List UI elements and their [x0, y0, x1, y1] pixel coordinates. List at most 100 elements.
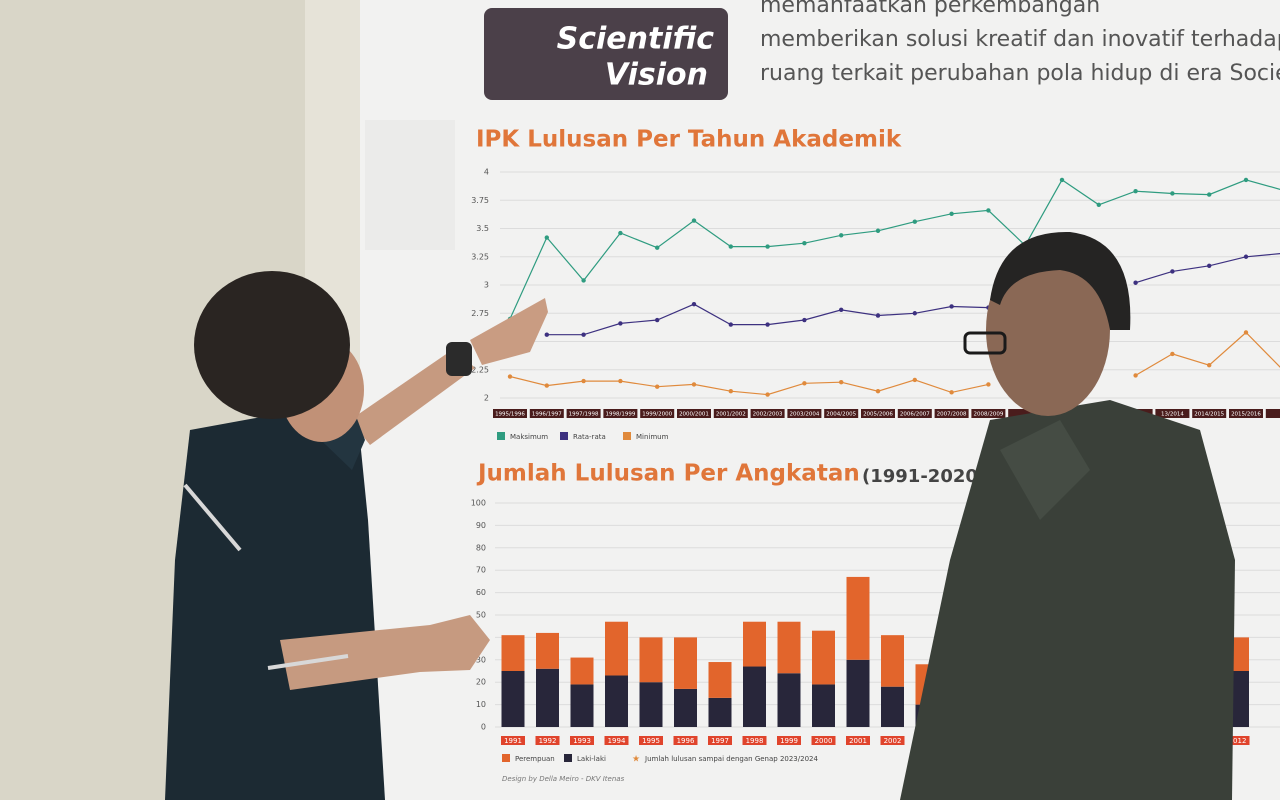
- charts: 22.252.52.7533.253.53.7541995/19961996/1…: [471, 168, 1280, 765]
- x-tick-label: 2005/2006: [863, 412, 893, 418]
- x-tick-box: [501, 736, 525, 745]
- x-tick-label: 2014/2015: [1194, 412, 1224, 418]
- bar-segment: [777, 621, 801, 674]
- x-tick-box: [1229, 409, 1263, 418]
- x-tick-label: 1997: [711, 737, 729, 745]
- bar-segment: [674, 637, 697, 689]
- bar-segment: [501, 671, 525, 727]
- x-tick-label: 2006/2007: [900, 412, 930, 418]
- forearm: [280, 615, 490, 690]
- credit: Design by Della Meiro - DKV Itenas: [502, 775, 625, 783]
- x-tick-label: 1994: [608, 737, 626, 745]
- y-tick-label: 3.75: [471, 196, 489, 205]
- x-tick-box: [673, 736, 698, 745]
- x-tick-label: 1995/1996: [495, 412, 525, 418]
- badge-text: Vision: [605, 58, 708, 93]
- x-tick-label: 2003/2004: [789, 412, 819, 418]
- data-point: [839, 379, 844, 385]
- data-point: [1243, 177, 1249, 183]
- legend-swatch: [502, 754, 510, 762]
- legend-star: ★: [632, 755, 640, 765]
- legend-swatch: [497, 432, 505, 440]
- data-point: [655, 317, 660, 323]
- data-point: [691, 218, 697, 223]
- arm: [350, 348, 475, 445]
- bar-segment: [605, 621, 628, 676]
- legend-label: Rata-rata: [573, 433, 606, 441]
- data-point: [839, 307, 844, 313]
- data-point: [949, 304, 954, 309]
- bar-segment: [501, 635, 525, 671]
- data-point: [986, 208, 991, 213]
- hand: [470, 298, 548, 365]
- x-tick-box: [861, 409, 895, 418]
- y-tick-label: 90: [476, 521, 486, 530]
- x-tick-label: 1992: [539, 737, 557, 745]
- x-tick-box: [742, 736, 767, 745]
- bar-segment: [708, 697, 732, 727]
- bar-segment: [812, 684, 835, 727]
- legend-swatch: [623, 432, 631, 440]
- data-point: [875, 313, 881, 318]
- data-point: [802, 381, 807, 386]
- y-tick-label: 3.5: [476, 224, 489, 233]
- x-tick-box: [811, 736, 836, 745]
- data-point: [986, 382, 991, 387]
- x-tick-box: [535, 736, 560, 745]
- bar-segment: [536, 632, 559, 669]
- bar-segment: [846, 576, 870, 660]
- x-tick-label: 1995: [642, 737, 660, 745]
- x-tick-label: 2008/2009: [973, 412, 1003, 418]
- data-point: [728, 244, 733, 249]
- data-point: [1133, 189, 1138, 194]
- data-point: [544, 235, 549, 240]
- bar-segment: [674, 688, 697, 727]
- chart-title: Jumlah Lulusan Per Angkatan: [476, 461, 860, 487]
- data-point: [655, 245, 660, 250]
- legend-label: Perempuan: [515, 755, 555, 763]
- data-point: [581, 378, 586, 384]
- data-point: [839, 233, 844, 238]
- data-point: [765, 392, 770, 397]
- data-point: [765, 244, 770, 249]
- bar-segment: [846, 659, 870, 727]
- data-point: [1170, 269, 1175, 274]
- bar-segment: [639, 682, 663, 727]
- shirt: [165, 405, 385, 800]
- data-point: [1059, 177, 1065, 183]
- x-tick-label: 1993: [573, 737, 591, 745]
- x-tick-box: [971, 409, 1006, 418]
- x-tick-box: [708, 736, 732, 745]
- x-tick-label: 1998: [746, 737, 764, 745]
- y-tick-label: 2.25: [471, 365, 489, 374]
- x-tick-label: 2002: [884, 737, 902, 745]
- y-tick-label: 70: [476, 566, 486, 575]
- x-tick-label: 13/2014: [1161, 412, 1184, 418]
- chart-title: IPK Lulusan Per Tahun Akademik: [476, 127, 902, 153]
- x-tick-box: [639, 736, 663, 745]
- x-tick-box: [677, 409, 711, 418]
- x-tick-box: [1155, 409, 1190, 418]
- data-point: [655, 384, 660, 389]
- data-point: [1096, 202, 1102, 207]
- y-tick-label: 30: [476, 655, 486, 664]
- x-tick-label: 1999/2000: [642, 412, 672, 418]
- bar-segment: [743, 666, 766, 727]
- x-tick-label: 1996/1997: [532, 412, 562, 418]
- x-tick-label: 1997/1998: [569, 412, 599, 418]
- x-tick-box: [1265, 409, 1280, 418]
- data-point: [1243, 254, 1249, 259]
- data-point: [875, 228, 881, 233]
- hair: [990, 231, 1131, 330]
- x-tick-label: 1999: [780, 737, 798, 745]
- y-tick-label: 20: [476, 678, 486, 687]
- data-point: [728, 389, 733, 394]
- bar-segment: [881, 635, 904, 687]
- intro-text: memanfaatkan perkembangan: [760, 0, 1100, 18]
- data-point: [581, 332, 586, 337]
- x-tick-label: 2000/2001: [679, 412, 709, 418]
- x-tick-label: 2004/2005: [826, 412, 856, 418]
- x-tick-box: [603, 409, 638, 418]
- x-tick-box: [777, 736, 801, 745]
- data-point: [1207, 363, 1212, 368]
